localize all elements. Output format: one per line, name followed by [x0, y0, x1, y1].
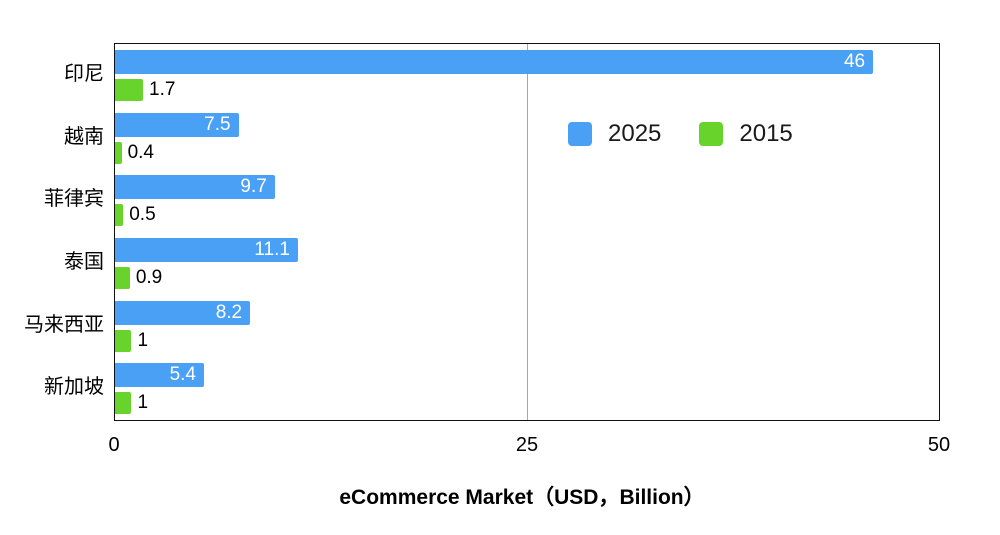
category-label-5: 马来西亚	[24, 313, 104, 336]
bar-2025-4	[115, 238, 298, 262]
value-label-2015-4: 0.9	[135, 267, 163, 288]
value-label-2015-3: 0.5	[129, 204, 156, 226]
bar-2025-6	[115, 363, 204, 388]
bar-2015-1	[115, 79, 144, 101]
bar-2015-6	[115, 392, 132, 415]
bar-2015-4	[115, 267, 130, 289]
value-label-2015-2: 0.4	[127, 141, 154, 163]
bar-2015-3	[115, 204, 124, 227]
gridline-25	[527, 44, 528, 420]
value-label-2025-4: 11.1	[254, 239, 290, 260]
bar-2025-2	[115, 112, 239, 137]
value-label-2015-5: 1	[137, 329, 149, 351]
legend-swatch-2015-icon	[699, 122, 724, 146]
legend-swatch-2025-icon	[568, 122, 592, 146]
legend-item-2025: 2025	[568, 122, 661, 146]
value-label-2015-6: 1	[137, 392, 149, 414]
x-tick-0: 0	[108, 434, 120, 456]
bar-group-4: 11.1 0.9	[115, 232, 939, 295]
legend-label-2025: 2025	[608, 120, 662, 147]
legend: 2025 2015	[568, 122, 793, 146]
plot-area: 46 1.7 7.5 0.4 9.7 0.5 11.1 0.9 8.2 1 5.4 1 2025 20…	[114, 43, 940, 421]
value-label-2025-2: 7.5	[204, 113, 231, 135]
value-label-2015-1: 1.7	[149, 79, 176, 100]
value-label-2025-6: 5.4	[169, 364, 196, 386]
value-label-2025-5: 8.2	[215, 301, 243, 323]
category-label-2: 越南	[64, 125, 104, 148]
bar-2025-5	[115, 300, 251, 325]
bar-group-3: 9.7 0.5	[115, 169, 939, 232]
category-label-1: 印尼	[64, 63, 104, 85]
bar-2025-3	[115, 175, 275, 200]
bar-group-6: 5.4 1	[115, 357, 939, 420]
bar-2015-2	[115, 141, 122, 164]
value-label-2025-1: 46	[843, 51, 866, 72]
x-axis-title: eCommerce Market（USD，Billion）	[339, 486, 705, 509]
bar-group-5: 8.2 1	[115, 295, 939, 358]
bars-container: 46 1.7 7.5 0.4 9.7 0.5 11.1 0.9 8.2 1 5.4 1	[115, 44, 939, 420]
legend-label-2015: 2015	[739, 120, 793, 147]
bar-group-2: 7.5 0.4	[115, 107, 939, 170]
x-tick-50: 50	[927, 434, 951, 456]
bar-2025-1	[115, 50, 874, 74]
category-label-6: 新加坡	[44, 376, 104, 399]
bar-group-1: 46 1.7	[115, 44, 939, 107]
value-label-2025-3: 9.7	[240, 176, 267, 198]
category-label-3: 菲律宾	[44, 188, 104, 211]
category-label-4: 泰国	[64, 251, 104, 273]
legend-item-2015: 2015	[699, 120, 793, 147]
x-tick-25: 25	[515, 434, 539, 456]
bar-2015-5	[115, 329, 132, 352]
